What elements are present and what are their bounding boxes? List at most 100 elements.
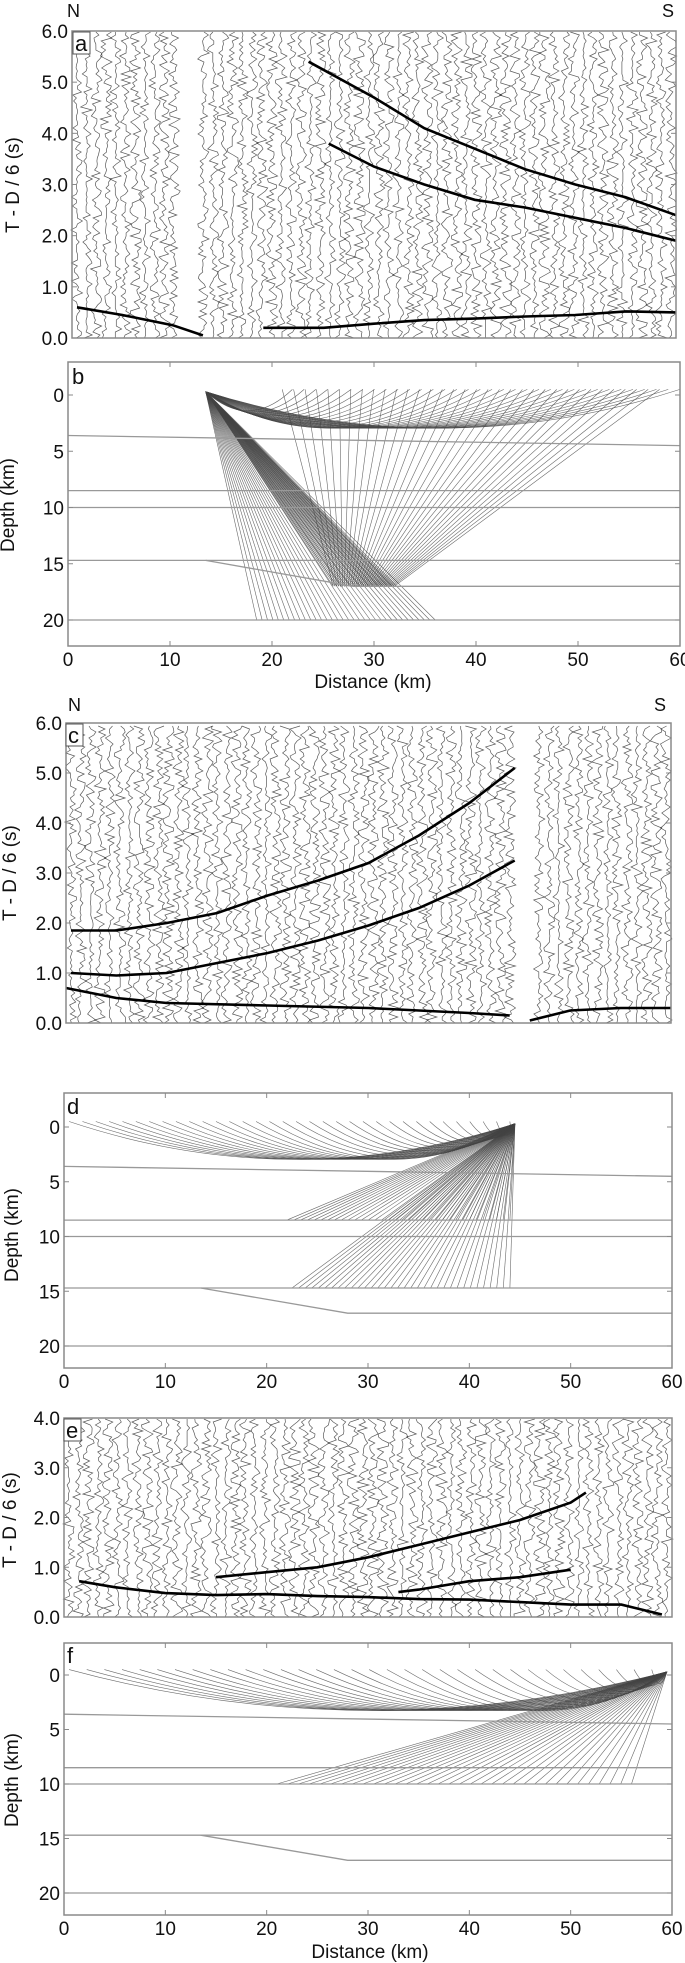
y-tick-label: 0.0 (36, 1014, 62, 1035)
ray-path (205, 389, 352, 588)
panel-label-f: f (67, 1643, 74, 1668)
ray-path (298, 1123, 516, 1289)
ray-path (324, 1123, 516, 1289)
ray-path (523, 1671, 668, 1785)
x-axis-label-f: Distance (km) (311, 1942, 428, 1963)
ray-path (205, 391, 317, 621)
ray-path (555, 1671, 668, 1785)
ray-path (351, 1671, 668, 1785)
ray-path (205, 391, 393, 621)
ray-path (311, 1123, 516, 1289)
axes-frames-layer (63, 30, 681, 1916)
y-axis-label-d: Depth (km) (2, 1188, 23, 1282)
y-tick-label: 5 (53, 442, 64, 463)
ray-path (287, 1671, 668, 1785)
panel-label-c: c (68, 723, 79, 748)
ray-path (588, 1671, 668, 1785)
ray-path (377, 1123, 516, 1289)
ray-path (394, 1671, 668, 1785)
ray-path (205, 391, 263, 621)
y-tick-label: 10 (43, 499, 64, 520)
south-label-c: S (654, 695, 666, 715)
ray-path (205, 391, 436, 621)
ray-path (577, 1671, 668, 1785)
ray-path (341, 1671, 668, 1785)
y-tick-label: 4.0 (42, 124, 68, 145)
x-tick-label: 40 (465, 650, 486, 671)
y-tick-label: 6.0 (36, 714, 62, 735)
ray-path (357, 1123, 516, 1289)
ray-path (416, 1671, 668, 1785)
ray-path (351, 1123, 516, 1289)
y-axis-label-e: T - D / 6 (s) (0, 1472, 21, 1568)
ray-path (476, 1123, 516, 1289)
x-tick-label: 60 (661, 1919, 682, 1940)
ray-path (205, 391, 371, 621)
panel-label-box-a (72, 31, 91, 55)
plot-frame-e (63, 1417, 673, 1618)
ray-path (205, 391, 268, 621)
ray-path (205, 391, 360, 621)
y-ticks-e: 0.0 1.0 2.0 3.0 4.0 (34, 1409, 60, 1629)
y-tick-label: 5 (49, 1173, 60, 1194)
ray-path (459, 1671, 668, 1785)
y-tick-label: 0.0 (42, 329, 68, 350)
interface-line (200, 1834, 672, 1861)
ray-path (456, 1123, 516, 1289)
x-tick-label: 60 (661, 1372, 682, 1393)
x-tick-label: 30 (357, 1919, 378, 1940)
x-tick-label: 0 (63, 650, 74, 671)
plot-frame-d (63, 1092, 673, 1369)
y-tick-label: 10 (39, 1228, 60, 1249)
ray-path (437, 1671, 668, 1785)
y-tick-label: 3.0 (34, 1459, 60, 1480)
y-ticks-f: 0 5 10 15 20 (39, 1666, 60, 1905)
panel-label-d: d (67, 1094, 79, 1119)
y-tick-label: 10 (39, 1775, 60, 1796)
ray-path (205, 391, 382, 621)
y-ticks-a: 0.0 1.0 2.0 3.0 4.0 5.0 6.0 (42, 22, 68, 350)
ray-path (631, 1671, 668, 1785)
ray-path (205, 391, 414, 621)
ray-path (205, 389, 340, 587)
ray-path (205, 389, 343, 588)
ray-path (330, 1671, 668, 1785)
x-ticks-d: 0 10 20 30 40 50 60 (59, 1372, 683, 1393)
y-tick-label: 4.0 (36, 814, 62, 835)
y-tick-label: 20 (39, 1337, 60, 1358)
y-tick-label: 0 (53, 386, 64, 407)
y-tick-label: 0 (49, 1666, 60, 1687)
ray-path (205, 389, 336, 587)
ray-path (205, 391, 403, 621)
interface-line (63, 1165, 673, 1177)
travel-time-curve (215, 1491, 587, 1579)
ray-path (308, 1671, 668, 1785)
y-tick-label: 1.0 (34, 1558, 60, 1579)
ray-paths-layer (68, 389, 681, 1785)
x-tick-label: 20 (256, 1919, 277, 1940)
x-tick-label: 20 (256, 1372, 277, 1393)
ray-path (430, 1123, 516, 1289)
y-tick-label: 2.0 (34, 1509, 60, 1530)
ray-path (609, 1671, 668, 1785)
ray-path (205, 389, 645, 429)
ray-path (436, 1123, 516, 1289)
x-tick-label: 50 (567, 650, 588, 671)
ray-path (205, 389, 681, 429)
ray-path (205, 391, 284, 621)
plot-frame-b (67, 361, 681, 647)
x-tick-label: 60 (669, 650, 685, 671)
y-tick-label: 15 (43, 555, 64, 576)
ray-path (384, 1671, 668, 1785)
y-tick-label: 2.0 (42, 227, 68, 248)
ray-path (370, 1123, 516, 1289)
interface-line (205, 559, 680, 587)
y-axis-label-b: Depth (km) (0, 458, 19, 552)
travel-time-curve (328, 142, 677, 243)
ray-path (337, 1123, 516, 1289)
seismic-traces-layer (62, 31, 678, 1618)
ray-path (364, 1123, 516, 1289)
ray-path (205, 391, 376, 621)
travel-time-curve (398, 1568, 571, 1594)
x-axis-label-b: Distance (km) (314, 672, 431, 693)
